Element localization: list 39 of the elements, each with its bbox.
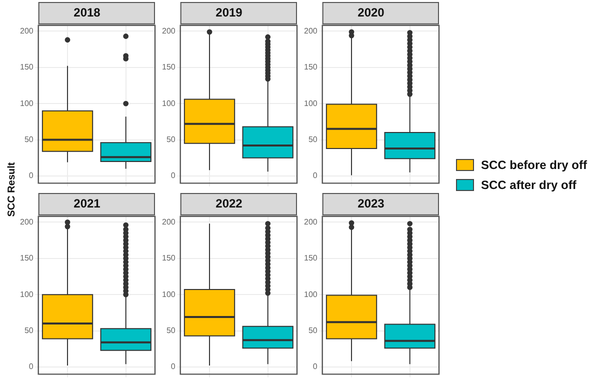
y-tick-label: 150 xyxy=(162,62,176,72)
y-tick-label: 150 xyxy=(304,62,318,72)
y-tick-label: 100 xyxy=(304,98,318,108)
chart-title: 2018 xyxy=(74,6,101,20)
y-tick-label: 50 xyxy=(24,326,34,335)
y-tick-label: 50 xyxy=(24,134,34,144)
y-tick-label: 200 xyxy=(20,26,34,36)
legend-label: SCC after dry off xyxy=(481,178,576,192)
y-tick-label: 100 xyxy=(162,290,176,299)
y-tick-label: 100 xyxy=(20,290,34,299)
chart-title: 2021 xyxy=(74,196,101,211)
chart-title: 2020 xyxy=(358,6,385,20)
y-tick-label: 150 xyxy=(20,254,34,263)
y-tick-label: 150 xyxy=(20,62,34,72)
chart-title: 2019 xyxy=(216,6,243,20)
legend-label: SCC before dry off xyxy=(481,158,588,172)
y-tick-label: 150 xyxy=(162,254,176,263)
y-tick-label: 200 xyxy=(304,217,318,226)
y-tick-label: 100 xyxy=(162,98,176,108)
chart-title: 2022 xyxy=(216,196,243,211)
y-tick-label: 50 xyxy=(166,134,176,144)
y-tick-label: 0 xyxy=(170,171,176,180)
y-tick-label: 0 xyxy=(28,362,34,372)
chart-title: 2023 xyxy=(358,196,385,211)
y-tick-label: 0 xyxy=(312,362,318,372)
y-tick-label: 200 xyxy=(304,26,318,36)
y-axis-title: SCC Result xyxy=(6,161,18,219)
y-tick-label: 150 xyxy=(304,254,318,263)
y-tick-label: 0 xyxy=(170,362,176,372)
y-tick-label: 0 xyxy=(312,171,318,180)
y-tick-label: 50 xyxy=(166,326,176,335)
y-tick-label: 200 xyxy=(162,217,176,226)
y-tick-label: 100 xyxy=(304,290,318,299)
y-tick-label: 100 xyxy=(20,98,34,108)
y-tick-label: 0 xyxy=(28,171,34,180)
y-tick-label: 200 xyxy=(162,26,176,36)
y-tick-label: 50 xyxy=(308,134,318,144)
y-tick-label: 50 xyxy=(308,326,318,335)
y-tick-label: 200 xyxy=(20,217,34,226)
